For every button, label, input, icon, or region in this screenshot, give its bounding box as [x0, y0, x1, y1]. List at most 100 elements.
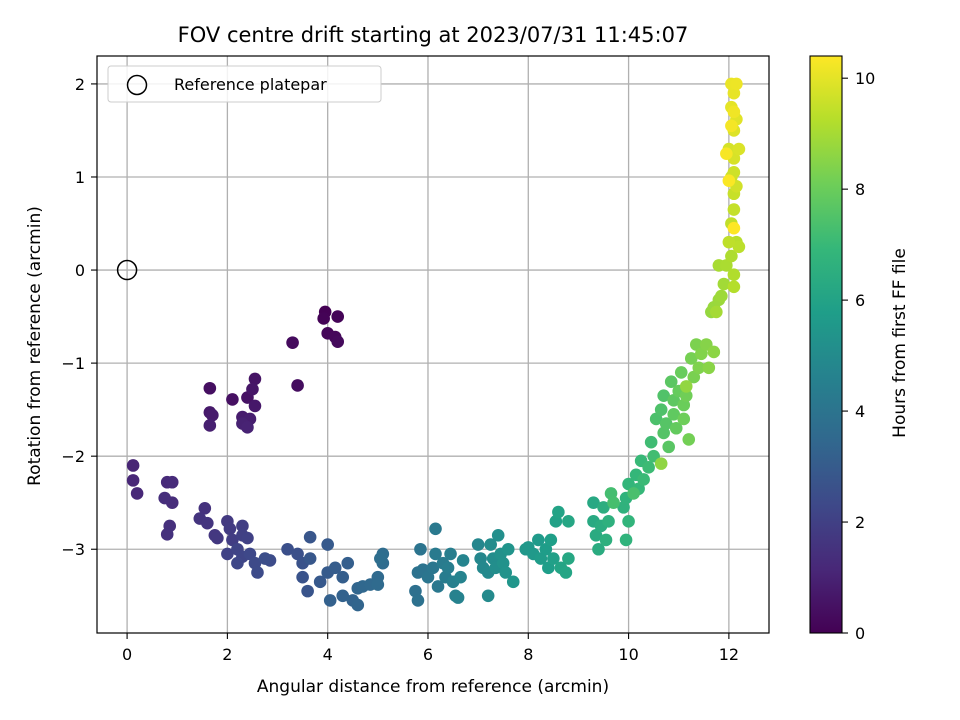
data-point [258, 552, 272, 565]
data-point [722, 235, 736, 249]
data-point [411, 594, 425, 607]
data-point [481, 589, 495, 603]
data-point [649, 412, 663, 426]
x-tick-label: 0 [122, 645, 132, 664]
y-tick-label: 2 [75, 75, 85, 94]
data-point [351, 598, 365, 612]
data-point [622, 515, 635, 528]
x-tick-label: 4 [323, 645, 333, 664]
data-point [236, 519, 249, 533]
data-point [243, 547, 257, 561]
data-point [321, 538, 334, 551]
y-tick-label: −1 [61, 354, 85, 373]
data-point [677, 412, 691, 426]
data-point [715, 289, 728, 303]
data-point [692, 361, 706, 375]
colorbar: 0 2 4 6 8 10 [809, 55, 875, 643]
data-point [727, 268, 741, 282]
legend-box [107, 65, 382, 103]
x-tick-label: 2 [222, 645, 232, 664]
data-point [371, 578, 385, 591]
data-point [727, 280, 741, 294]
data-point [501, 542, 515, 556]
data-point [206, 408, 219, 422]
data-point [547, 552, 560, 565]
data-point [201, 516, 214, 530]
data-point [160, 528, 174, 541]
data-point [627, 487, 640, 500]
data-point [323, 594, 337, 607]
data-point [694, 347, 708, 361]
colorbar-tick-label: 0 [855, 624, 865, 643]
data-point [667, 394, 681, 407]
data-point [730, 77, 743, 91]
data-point [669, 421, 683, 435]
x-tick-label: 10 [618, 645, 638, 664]
data-point [642, 461, 655, 474]
data-point [246, 382, 259, 396]
reference-marker [116, 259, 138, 281]
data-point [599, 533, 613, 547]
y-axis-label: Rotation from reference (arcmin) [25, 206, 45, 486]
y-tick-label: −3 [61, 540, 85, 559]
data-point [710, 305, 723, 319]
colorbar-tick-label: 8 [855, 180, 865, 199]
colorbar-tick-label: 2 [855, 513, 865, 532]
x-tick-label: 6 [423, 645, 433, 664]
data-point [431, 580, 445, 593]
data-point [441, 561, 455, 575]
data-point [727, 203, 741, 216]
chart-title: FOV centre drift starting at 2023/07/31 … [178, 23, 689, 47]
colorbar-tick-label: 6 [855, 291, 865, 310]
data-point [654, 403, 668, 416]
data-point [226, 533, 239, 547]
data-point [454, 570, 467, 584]
data-point [597, 501, 610, 514]
data-point [126, 474, 140, 487]
data-point [534, 552, 548, 565]
data-point [456, 554, 470, 567]
data-point [317, 312, 330, 325]
data-point [414, 542, 427, 556]
data-point [720, 259, 733, 272]
data-point [689, 338, 703, 351]
x-tick-label: 12 [719, 645, 739, 664]
data-point [286, 336, 299, 349]
plot-frame [96, 55, 770, 634]
data-point [165, 475, 179, 489]
grid-lines [97, 56, 769, 633]
data-point [241, 421, 254, 434]
data-point [679, 380, 693, 393]
data-point [336, 570, 350, 584]
data-point [499, 566, 513, 579]
data-point [532, 533, 545, 547]
data-point [444, 547, 457, 561]
data-point [722, 174, 736, 188]
data-point [484, 538, 497, 551]
data-point [130, 487, 144, 500]
data-point [429, 547, 442, 561]
data-point [707, 345, 721, 359]
x-tick-label: 8 [523, 645, 533, 664]
y-tick-label: 1 [75, 168, 85, 187]
data-point [674, 366, 688, 379]
data-point [491, 528, 505, 542]
data-point [291, 547, 304, 561]
data-point [429, 522, 442, 536]
data-point [203, 419, 217, 432]
data-point [725, 119, 738, 133]
data-point [657, 389, 670, 402]
data-point [727, 105, 741, 119]
data-point [341, 556, 355, 570]
data-point [684, 352, 698, 365]
data-point [725, 249, 738, 263]
data-point [662, 440, 676, 454]
data-point [211, 531, 224, 545]
data-point [637, 473, 650, 486]
data-point [552, 505, 565, 519]
data-point [374, 552, 387, 565]
data-point [328, 561, 342, 575]
colorbar-gradient [809, 55, 843, 634]
data-point [702, 361, 716, 375]
